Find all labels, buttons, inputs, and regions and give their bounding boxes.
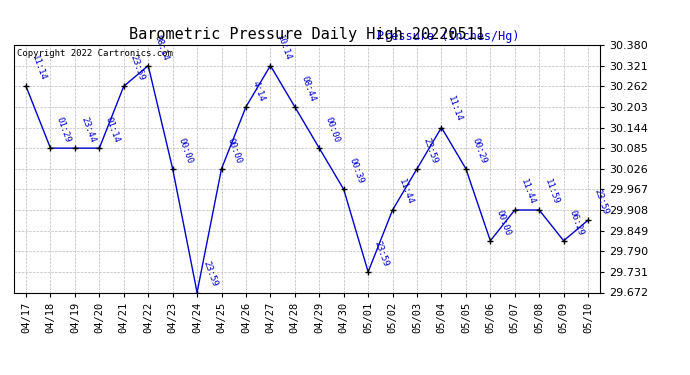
Text: 4:14: 4:14 <box>250 80 266 103</box>
Text: 23:59: 23:59 <box>128 54 146 82</box>
Text: 00:00: 00:00 <box>324 116 341 144</box>
Text: 11:59: 11:59 <box>543 177 561 206</box>
Title: Barometric Pressure Daily High 20220511: Barometric Pressure Daily High 20220511 <box>129 27 485 42</box>
Text: 11:14: 11:14 <box>446 95 463 123</box>
Text: 11:44: 11:44 <box>397 177 415 206</box>
Text: 06:29: 06:29 <box>568 208 585 237</box>
Text: 11:14: 11:14 <box>30 54 48 82</box>
Text: 10:14: 10:14 <box>275 33 292 62</box>
Text: 11:44: 11:44 <box>519 177 537 206</box>
Text: 23:59: 23:59 <box>201 260 219 288</box>
Text: 23:44: 23:44 <box>79 116 97 144</box>
Text: 00:00: 00:00 <box>495 208 512 237</box>
Text: 00:00: 00:00 <box>177 136 195 165</box>
Text: 23:59: 23:59 <box>421 136 439 165</box>
Text: Pressure (Inches/Hg): Pressure (Inches/Hg) <box>377 30 520 42</box>
Text: 00:29: 00:29 <box>470 136 488 165</box>
Text: 01:29: 01:29 <box>55 116 72 144</box>
Text: Copyright 2022 Cartronics.com: Copyright 2022 Cartronics.com <box>17 49 172 58</box>
Text: 00:00: 00:00 <box>226 136 244 165</box>
Text: 08:44: 08:44 <box>299 74 317 103</box>
Text: 23:59: 23:59 <box>373 239 390 268</box>
Text: 01:14: 01:14 <box>104 116 121 144</box>
Text: 08:14: 08:14 <box>152 33 170 62</box>
Text: 23:59: 23:59 <box>592 188 610 216</box>
Text: 00:39: 00:39 <box>348 157 366 185</box>
